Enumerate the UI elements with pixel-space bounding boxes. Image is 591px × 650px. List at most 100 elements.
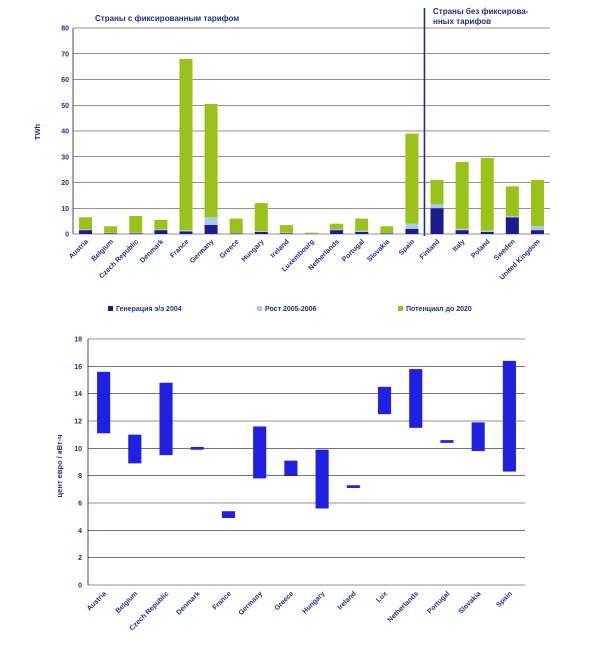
top-bar-segment <box>530 230 544 234</box>
range-bar <box>440 440 454 443</box>
bottom-category-label: Denmark <box>176 590 202 616</box>
bottom-y-tick-label: 0 <box>78 583 82 590</box>
top-bar-segment <box>229 218 243 233</box>
group-title-no-fixed-tariff-line2: нных тарифов <box>433 17 491 26</box>
range-bar <box>253 426 267 479</box>
range-bar <box>346 485 360 488</box>
top-bar-segment <box>79 229 93 231</box>
top-bar-segment <box>204 103 218 218</box>
top-bar-segment <box>229 232 243 234</box>
top-bar-segment <box>355 230 369 232</box>
range-bar <box>377 386 392 415</box>
top-category-label: Portugal <box>341 238 366 263</box>
top-bar-segment <box>480 230 494 232</box>
bottom-y-tick-label: 10 <box>74 446 82 453</box>
top-bar-segment <box>179 231 193 234</box>
top-category-label: Austria <box>68 238 90 260</box>
top-bar-segment <box>505 217 519 234</box>
top-bar-segment <box>179 58 193 231</box>
bottom-y-tick-label: 12 <box>74 419 82 426</box>
top-bar-segment <box>204 217 218 225</box>
bottom-category-label: Spain <box>495 590 513 608</box>
top-y-axis-label: TWh <box>33 123 42 140</box>
legend-swatch <box>398 306 403 311</box>
top-bar-segment <box>254 231 268 232</box>
top-bar-segment <box>79 230 93 234</box>
top-bar-segment <box>279 224 293 233</box>
top-bar-segment <box>154 229 168 231</box>
range-bar <box>221 511 236 519</box>
top-category-label: Italy <box>452 238 467 253</box>
range-bar <box>190 446 204 450</box>
top-bar-segment <box>480 158 494 231</box>
top-bar-segment <box>104 226 118 233</box>
top-bar-segment <box>129 233 143 234</box>
top-bar-segment <box>154 230 168 234</box>
legend-label: Потенциал до 2020 <box>406 306 472 313</box>
top-y-tick-label: 60 <box>61 77 69 84</box>
top-bar-segment <box>229 233 243 234</box>
top-y-tick-label: 70 <box>61 51 69 58</box>
top-category-label: France <box>169 238 190 259</box>
top-bar-segment <box>129 215 143 233</box>
top-bar-segment <box>330 223 344 230</box>
top-bar-segment <box>380 232 394 234</box>
top-y-tick-label: 10 <box>61 206 69 213</box>
bottom-category-label: Lux <box>375 590 389 604</box>
top-bar-segment <box>455 161 469 229</box>
top-bar-segment <box>279 232 293 234</box>
range-bar <box>97 371 111 434</box>
top-bar-segment <box>179 230 193 232</box>
top-bar-segment <box>154 219 168 230</box>
bottom-y-tick-label: 4 <box>78 528 82 535</box>
top-category-label: Spain <box>398 238 416 256</box>
bottom-y-tick-label: 16 <box>74 364 82 371</box>
top-category-label: Greece <box>219 238 241 260</box>
top-bar-segment <box>330 230 344 234</box>
top-category-label: Ireland <box>270 238 291 259</box>
bottom-y-tick-label: 6 <box>78 501 82 508</box>
top-category-label: Denmark <box>139 238 165 264</box>
bottom-y-tick-label: 14 <box>74 391 82 398</box>
top-category-label: Finland <box>419 238 442 261</box>
top-bar-segment <box>104 232 118 234</box>
top-category-label: Germany <box>189 238 215 264</box>
bottom-category-label: Portugal <box>426 590 451 615</box>
range-bar <box>128 434 142 464</box>
bottom-category-label: Slovakia <box>458 590 483 615</box>
top-bar-segment <box>530 226 544 231</box>
legend-swatch <box>108 306 113 311</box>
top-bar-segment <box>79 217 93 230</box>
top-y-tick-label: 80 <box>61 26 69 33</box>
top-bar-segment <box>304 232 319 234</box>
top-bar-segment <box>505 215 519 218</box>
bottom-category-label: France <box>212 590 233 611</box>
bottom-y-axis-label: цент евро / кВт-ч <box>55 435 64 498</box>
top-bar-segment <box>355 218 369 231</box>
bottom-category-label: Greece <box>274 590 296 612</box>
top-bar-segment <box>530 179 544 227</box>
top-bar-segment <box>355 231 369 234</box>
bottom-category-label: Austria <box>86 590 108 612</box>
group-title-no-fixed-tariff-line1: Страны без фиксирова- <box>433 7 529 16</box>
top-bar-segment <box>455 230 469 234</box>
bottom-y-tick-label: 2 <box>78 555 82 562</box>
top-bar-segment <box>430 179 444 205</box>
range-bar <box>284 460 298 476</box>
range-bar <box>315 449 329 509</box>
top-bar-segment <box>204 224 218 234</box>
bottom-y-tick-label: 18 <box>74 337 82 344</box>
legend-swatch <box>257 306 262 311</box>
top-bar-segment <box>330 229 344 231</box>
top-bar-segment <box>405 133 419 224</box>
range-bar <box>409 369 423 428</box>
top-bar-segment <box>405 223 419 229</box>
top-bar-segment <box>430 204 444 209</box>
top-bar-segment <box>405 228 419 234</box>
top-y-tick-label: 30 <box>61 154 69 161</box>
top-y-tick-label: 0 <box>65 232 69 239</box>
bottom-category-label: Netherlands <box>387 590 421 624</box>
top-bar-segment <box>254 231 268 234</box>
